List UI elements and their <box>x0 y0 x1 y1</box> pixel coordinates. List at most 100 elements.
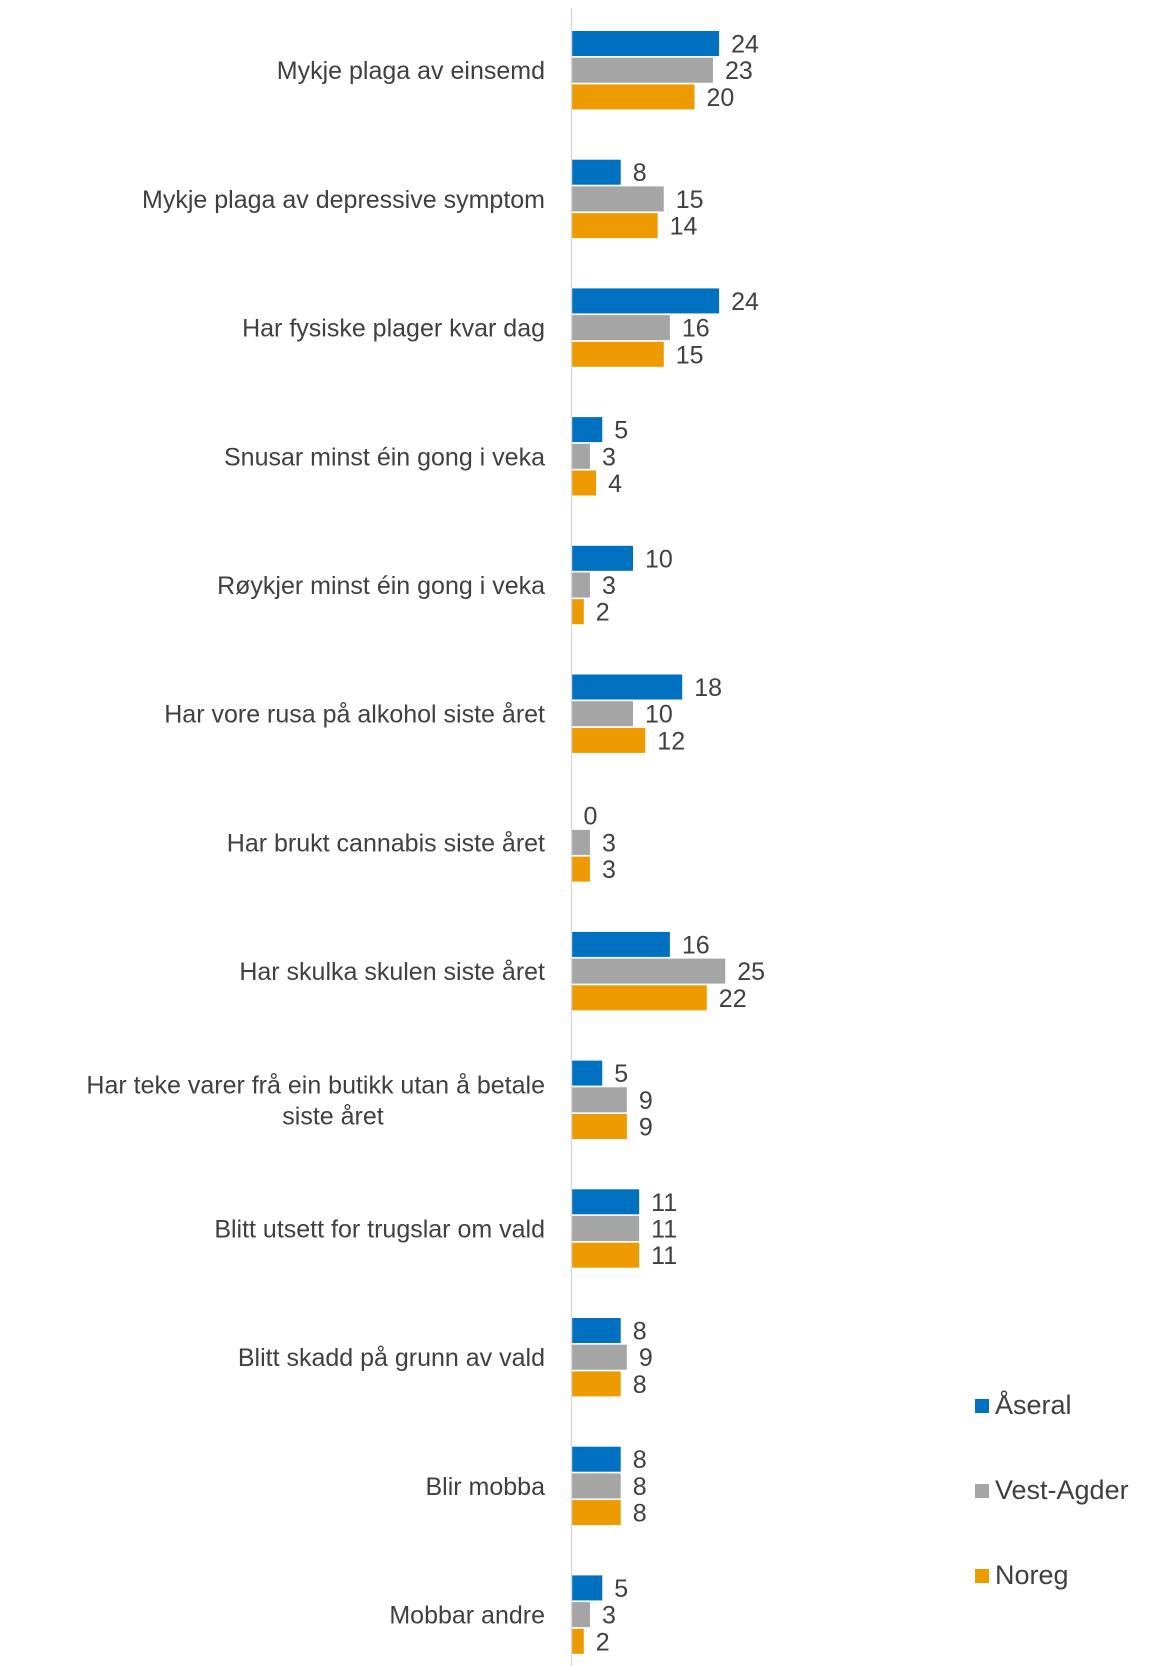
data-label-noreg: 8 <box>633 1371 647 1399</box>
bar-vest-agder <box>571 572 590 598</box>
bar-aseral <box>571 1318 621 1343</box>
data-label-noreg: 9 <box>639 1114 653 1142</box>
bar-vest-agder <box>571 701 633 727</box>
category-label: Mykje plaga av depressive symptom <box>142 186 545 214</box>
bar-vest-agder <box>571 1602 590 1628</box>
data-label-aseral: 24 <box>731 31 759 59</box>
bar-noreg <box>571 1628 584 1654</box>
data-label-noreg: 4 <box>608 470 622 498</box>
data-label-vest-agder: 16 <box>682 315 710 343</box>
category-label: Har fysiske plager kvar dag <box>242 315 545 343</box>
bar-noreg <box>571 727 646 753</box>
bar-vest-agder <box>571 958 726 984</box>
data-label-noreg: 22 <box>719 985 747 1013</box>
data-label-noreg: 8 <box>633 1500 647 1528</box>
data-label-aseral: 5 <box>614 1060 628 1088</box>
category-label: Har teke varer frå ein butikk utan å bet… <box>86 1071 545 1099</box>
data-label-vest-agder: 23 <box>725 57 753 85</box>
bar-aseral <box>571 1446 621 1472</box>
bar-noreg <box>571 213 658 239</box>
category-label: Snusar minst éin gong i veka <box>224 443 545 471</box>
data-label-aseral: 5 <box>614 417 628 445</box>
category-label: Blitt utsett for trugslar om vald <box>214 1216 545 1244</box>
bar-aseral <box>571 417 603 443</box>
bar-aseral <box>571 931 670 957</box>
bar-noreg <box>571 1371 621 1397</box>
data-label-vest-agder: 3 <box>602 1602 616 1630</box>
bar-vest-agder <box>571 1473 621 1499</box>
data-label-noreg: 2 <box>596 599 610 627</box>
bar-vest-agder <box>571 1344 627 1370</box>
category-label: Har brukt cannabis siste året <box>227 829 545 857</box>
data-label-vest-agder: 9 <box>639 1344 653 1372</box>
data-label-noreg: 12 <box>657 727 685 755</box>
data-label-aseral: 18 <box>694 674 722 702</box>
data-label-aseral: 16 <box>682 931 710 959</box>
category-label: Mykje plaga av einsemd <box>277 57 545 85</box>
data-label-vest-agder: 9 <box>639 1087 653 1115</box>
bar-aseral <box>571 159 621 185</box>
legend-label-noreg: Noreg <box>995 1560 1069 1590</box>
category-label: siste året <box>282 1102 383 1130</box>
bar-vest-agder <box>571 186 664 212</box>
data-label-aseral: 5 <box>614 1575 628 1603</box>
category-label: Mobbar andre <box>389 1602 545 1630</box>
category-label: Blir mobba <box>426 1473 546 1501</box>
bar-noreg <box>571 470 597 496</box>
bar-noreg <box>571 84 695 110</box>
category-label: Blitt skadd på grunn av vald <box>238 1344 545 1372</box>
bar-aseral <box>571 674 683 700</box>
bar-aseral <box>571 31 720 56</box>
data-label-aseral: 8 <box>633 1446 647 1474</box>
data-label-aseral: 24 <box>731 288 759 316</box>
bar-vest-agder <box>571 1216 640 1241</box>
data-label-noreg: 14 <box>670 213 698 241</box>
data-label-vest-agder: 3 <box>602 829 616 857</box>
bar-vest-agder <box>571 829 590 855</box>
bars-layer <box>571 31 726 1654</box>
bar-noreg <box>571 341 664 367</box>
bar-aseral <box>571 1575 603 1601</box>
data-label-aseral: 10 <box>645 545 673 573</box>
bar-aseral <box>571 288 720 314</box>
data-label-vest-agder: 10 <box>645 701 673 729</box>
bar-noreg <box>571 1500 621 1526</box>
bar-vest-agder <box>571 1087 627 1113</box>
bar-aseral <box>571 1189 640 1215</box>
data-label-noreg: 3 <box>602 856 616 884</box>
legend-item-noreg: Noreg <box>975 1560 1069 1591</box>
bar-noreg <box>571 1242 640 1268</box>
data-label-vest-agder: 11 <box>651 1216 677 1244</box>
bar-vest-agder <box>571 315 670 341</box>
data-label-aseral: 8 <box>633 159 647 187</box>
category-label: Har vore rusa på alkohol siste året <box>164 701 545 729</box>
bar-vest-agder <box>571 443 590 469</box>
legend-item-vest-agder: Vest-Agder <box>975 1475 1129 1506</box>
data-label-vest-agder: 15 <box>676 186 704 214</box>
bar-noreg <box>571 1114 627 1139</box>
data-label-aseral: 8 <box>633 1318 647 1346</box>
bar-noreg <box>571 985 707 1011</box>
bar-vest-agder <box>571 57 713 83</box>
data-label-vest-agder: 3 <box>602 572 616 600</box>
data-label-aseral: 11 <box>651 1189 677 1217</box>
legend-label-aseral: Åseral <box>995 1390 1072 1420</box>
category-label: Har skulka skulen siste året <box>239 958 545 986</box>
legend-swatch-aseral <box>975 1398 989 1413</box>
bar-aseral <box>571 1060 603 1086</box>
data-label-noreg: 15 <box>676 341 704 369</box>
data-label-vest-agder: 3 <box>602 443 616 471</box>
data-label-vest-agder: 25 <box>737 958 765 986</box>
data-label-aseral: 0 <box>584 803 598 831</box>
bar-noreg <box>571 856 590 882</box>
category-label: Røykjer minst éin gong i veka <box>217 572 545 600</box>
data-label-noreg: 2 <box>596 1628 610 1656</box>
data-label-vest-agder: 8 <box>633 1473 647 1501</box>
legend-item-aseral: Åseral <box>975 1390 1072 1421</box>
bar-noreg <box>571 599 584 625</box>
data-label-noreg: 20 <box>707 84 735 112</box>
bar-aseral <box>571 545 633 571</box>
legend-label-vest-agder: Vest-Agder <box>995 1475 1129 1505</box>
